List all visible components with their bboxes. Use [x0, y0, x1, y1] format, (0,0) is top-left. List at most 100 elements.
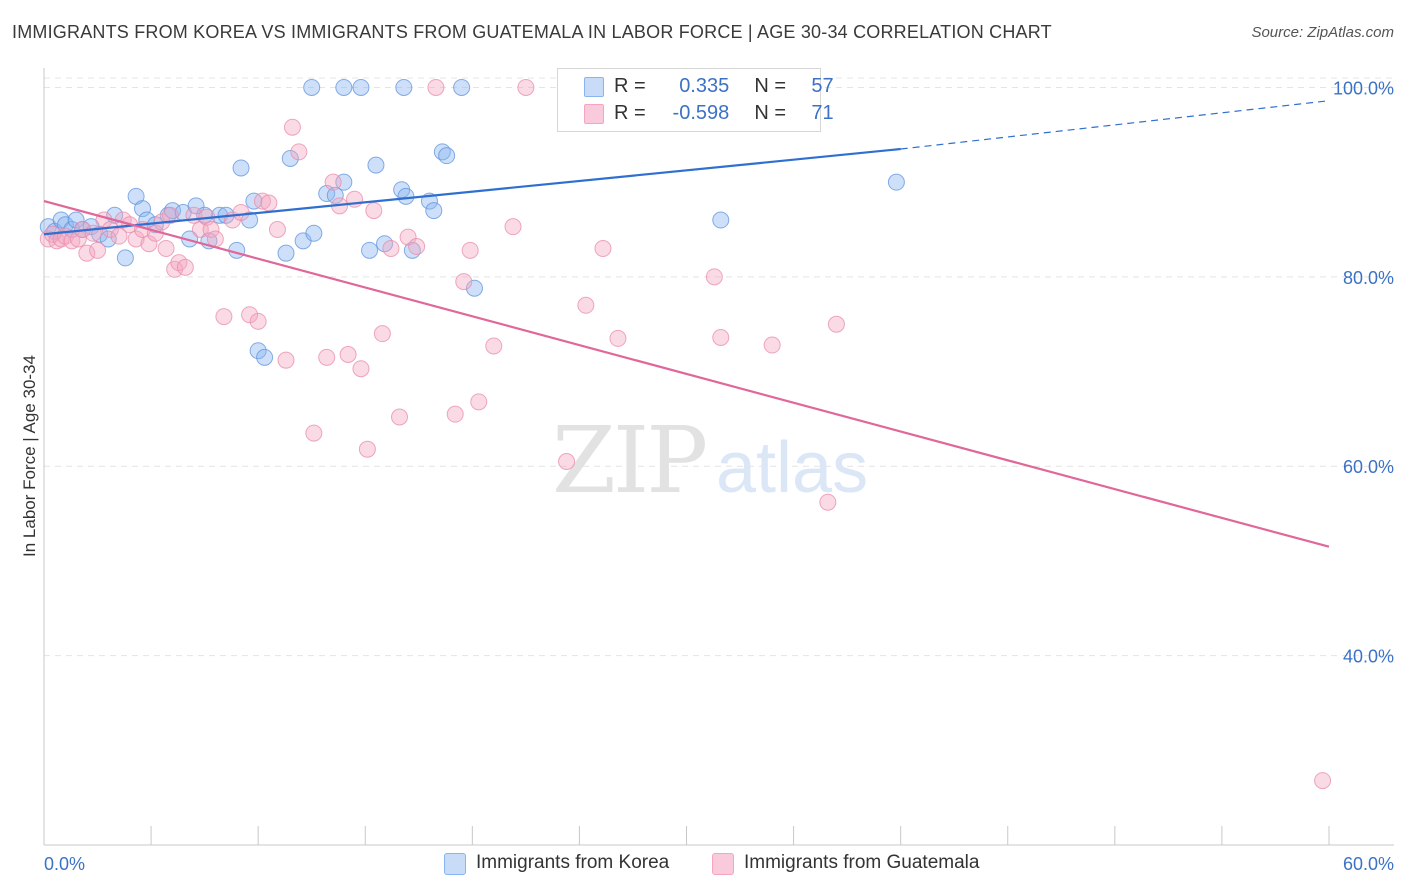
point-korea [453, 78, 471, 96]
point-korea [397, 187, 415, 205]
y-tick-label: 80.0% [1343, 268, 1394, 288]
point-guatemala [819, 493, 837, 511]
legend-r-label: R = [614, 75, 646, 97]
point-guatemala [339, 345, 357, 363]
x-tick-label-min: 0.0% [44, 854, 85, 874]
point-korea [438, 147, 456, 165]
legend-text-korea: R = 0.335 N = 57 [614, 75, 834, 98]
point-korea [249, 342, 267, 360]
y-tick-label: 60.0% [1343, 457, 1394, 477]
axes [43, 68, 1394, 846]
point-korea [887, 173, 905, 191]
legend-text-guatemala: R = -0.598 N = 71 [614, 102, 834, 125]
point-guatemala [324, 173, 342, 191]
point-korea [281, 149, 299, 167]
y-tick-label: 100.0% [1333, 78, 1394, 98]
point-guatemala [305, 424, 323, 442]
point-guatemala [283, 118, 301, 136]
point-guatemala [176, 258, 194, 276]
point-guatemala [391, 408, 409, 426]
point-guatemala [461, 241, 479, 259]
x-tick-labels: 0.0% 60.0% [44, 854, 1394, 874]
watermark-atlas: atlas [716, 428, 868, 508]
point-guatemala [157, 239, 175, 257]
point-guatemala [253, 192, 271, 210]
point-guatemala [763, 336, 781, 354]
point-korea [335, 78, 353, 96]
watermark: ZIP atlas [552, 407, 868, 514]
legend-n-label: N = [754, 102, 787, 124]
trend-line-korea-extension [900, 100, 1330, 150]
point-korea [367, 156, 385, 174]
point-guatemala [609, 329, 627, 347]
point-korea [361, 241, 379, 259]
point-guatemala [1314, 772, 1332, 790]
point-guatemala [232, 203, 250, 221]
point-guatemala [318, 348, 336, 366]
point-guatemala [446, 405, 464, 423]
point-guatemala [140, 235, 158, 253]
watermark-zip: ZIP [552, 407, 705, 514]
point-guatemala [382, 239, 400, 257]
point-korea [326, 186, 344, 204]
legend-n-value-guatemala: 71 [811, 102, 834, 124]
chart-title: IMMIGRANTS FROM KOREA VS IMMIGRANTS FROM… [12, 22, 1052, 42]
y-tick-labels: 40.0% 60.0% 80.0% 100.0% [1333, 78, 1394, 666]
point-guatemala [712, 328, 730, 346]
point-guatemala [427, 78, 445, 96]
point-guatemala [241, 306, 259, 324]
point-guatemala [594, 239, 612, 257]
x-ticks [43, 826, 1330, 845]
point-korea [256, 348, 274, 366]
bottom-legend-label-korea: Immigrants from Korea [476, 852, 670, 873]
point-guatemala [277, 351, 295, 369]
point-guatemala [373, 325, 391, 343]
point-korea [395, 78, 413, 96]
point-guatemala [127, 230, 145, 248]
point-guatemala [249, 312, 267, 330]
point-korea [134, 200, 152, 218]
legend-swatch-korea [584, 77, 604, 97]
point-guatemala [161, 206, 179, 224]
legend-n-value-korea: 57 [811, 75, 834, 97]
point-guatemala [358, 440, 376, 458]
bottom-legend-swatch-guatemala [712, 853, 734, 875]
legend-r-value-korea: 0.335 [679, 75, 730, 97]
point-guatemala [408, 238, 426, 256]
bottom-legend-label-guatemala: Immigrants from Guatemala [744, 852, 980, 873]
y-axis-label: In Labor Force | Age 30-34 [20, 355, 39, 557]
point-guatemala [63, 232, 81, 250]
point-guatemala [399, 228, 417, 246]
stats-legend: R = 0.335 N = 57 R = -0.598 N = 71 [557, 68, 834, 132]
point-guatemala [470, 393, 488, 411]
trend-line-korea [43, 147, 901, 236]
point-korea [425, 202, 443, 220]
point-korea [303, 78, 321, 96]
point-guatemala [290, 143, 308, 161]
point-korea [352, 78, 370, 96]
point-guatemala [78, 244, 96, 262]
y-tick-label: 40.0% [1343, 647, 1394, 667]
point-guatemala [827, 315, 845, 333]
point-korea [245, 192, 263, 210]
point-guatemala [517, 78, 535, 96]
point-guatemala [268, 221, 286, 239]
legend-r-label: R = [614, 102, 646, 124]
point-guatemala [705, 268, 723, 286]
trend-lines [43, 100, 1330, 548]
point-guatemala [365, 202, 383, 220]
legend-swatch-guatemala [584, 104, 604, 124]
point-guatemala [455, 273, 473, 291]
point-guatemala [558, 453, 576, 470]
point-korea [712, 211, 730, 229]
point-guatemala [89, 241, 107, 259]
point-korea [277, 244, 295, 262]
point-guatemala [215, 308, 233, 326]
point-korea [305, 224, 323, 242]
bottom-legend-swatch-korea [444, 853, 466, 875]
point-korea [232, 159, 250, 177]
point-korea [465, 279, 483, 297]
legend-r-value-guatemala: -0.598 [672, 102, 730, 124]
point-korea [67, 211, 85, 229]
